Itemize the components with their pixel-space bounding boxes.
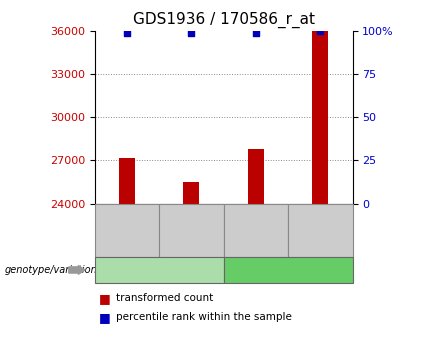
- Point: [317, 28, 324, 34]
- Bar: [119, 158, 135, 204]
- Bar: [183, 182, 200, 204]
- Point: [252, 30, 259, 36]
- Text: ■: ■: [99, 292, 111, 305]
- Text: GSM89500: GSM89500: [315, 202, 326, 258]
- Text: genotype/variation: genotype/variation: [4, 265, 97, 275]
- Point: [188, 30, 195, 36]
- Text: ■: ■: [99, 311, 111, 324]
- Text: GSM89498: GSM89498: [186, 202, 197, 259]
- Title: GDS1936 / 170586_r_at: GDS1936 / 170586_r_at: [132, 12, 315, 28]
- Text: GSM89497: GSM89497: [122, 202, 132, 259]
- Text: TCR transgenic: TCR transgenic: [246, 265, 330, 275]
- Bar: [248, 149, 264, 204]
- Bar: [312, 31, 329, 204]
- Text: wild type: wild type: [134, 265, 184, 275]
- Point: [123, 30, 130, 36]
- Text: transformed count: transformed count: [116, 294, 213, 303]
- Text: percentile rank within the sample: percentile rank within the sample: [116, 313, 292, 322]
- Text: GSM89499: GSM89499: [251, 202, 261, 259]
